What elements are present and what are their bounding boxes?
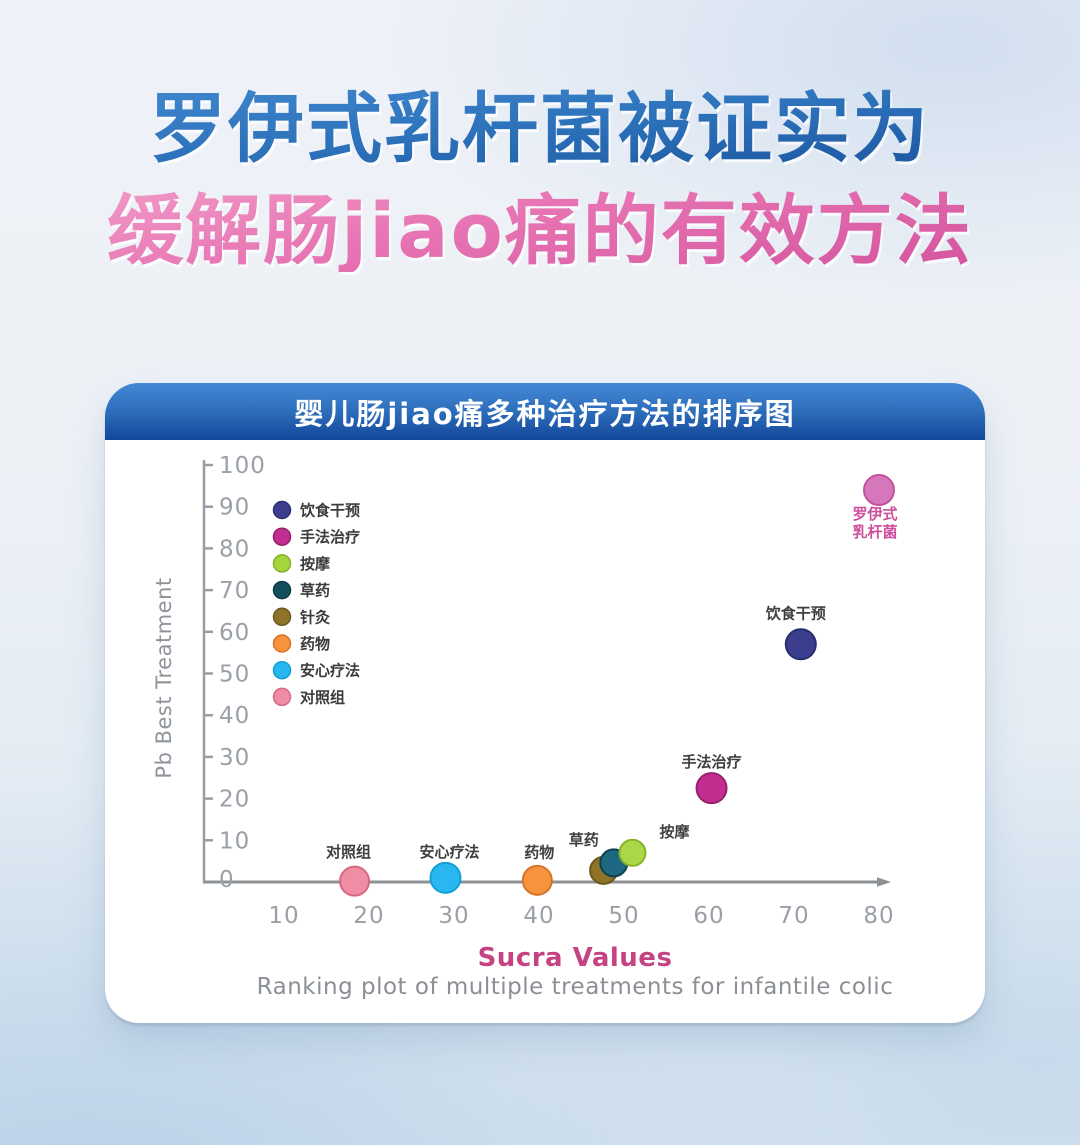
y-tick-label: 50 (219, 662, 250, 688)
y-tick-label: 30 (219, 745, 250, 771)
legend-label-dietary-intervention: 饮食干预 (299, 502, 360, 520)
point-label-l-reuteri: 罗伊式 (852, 505, 897, 523)
legend-dot-manual-therapy (272, 527, 292, 546)
y-tick-label: 60 (219, 620, 250, 646)
point-label-dietary-intervention: 饮食干预 (765, 604, 826, 622)
point-manual-therapy (695, 772, 728, 805)
point-label-l-reuteri: 乳杆菌 (852, 523, 897, 541)
legend-label-massage: 按摩 (300, 555, 331, 573)
x-tick-label: 10 (268, 903, 299, 929)
legend-label-control: 对照组 (300, 688, 345, 706)
point-label-medication: 药物 (524, 843, 554, 861)
chart-card-header: 婴儿肠jiao痛多种治疗方法的排序图 (105, 383, 985, 440)
ranking-scatter-chart: 0 10 20 30 40 50 60 70 80 90 100 10 20 30 40 50 60 70 80 Pb… (152, 453, 898, 1000)
x-tick-label: 40 (523, 903, 554, 929)
point-dietary-intervention (784, 628, 817, 661)
hero-title-line-1: 罗伊式乳杆菌被证实为 (0, 87, 1080, 170)
legend-dot-reassurance (272, 660, 292, 680)
chart-title: 婴儿肠jiao痛多种治疗方法的排序图 (294, 396, 796, 431)
chart-card: 婴儿肠jiao痛多种治疗方法的排序图 0 10 20 30 40 50 60 70 80 90 10… (105, 383, 985, 1023)
x-tick-label: 60 (693, 903, 724, 929)
point-control (339, 865, 371, 897)
x-tick-label: 20 (353, 903, 384, 929)
y-tick-label: 90 (219, 495, 250, 521)
point-label-reassurance: 安心疗法 (419, 843, 479, 861)
y-tick-label: 100 (219, 453, 266, 479)
legend-label-herbal: 草药 (300, 582, 330, 600)
legend-dot-acupuncture (272, 607, 292, 627)
point-label-massage: 按摩 (659, 823, 690, 841)
y-axis-title: Pb Best Treatment (152, 577, 176, 778)
y-tick-label: 40 (219, 703, 250, 729)
point-label-manual-therapy: 手法治疗 (682, 753, 742, 771)
legend-dot-massage (272, 554, 292, 573)
legend-label-medication: 药物 (300, 635, 330, 653)
point-massage (618, 838, 647, 867)
legend-dot-control (272, 687, 292, 707)
hero-title-line-2: 缓解肠jiao痛的有效方法 (0, 189, 1080, 272)
point-medication (521, 864, 553, 896)
y-tick-label: 10 (219, 828, 250, 854)
legend-dot-medication (272, 634, 292, 653)
point-reassurance (429, 861, 462, 894)
y-tick-label: 80 (219, 536, 250, 562)
legend-label-acupuncture: 针灸 (300, 608, 330, 626)
x-tick-label: 50 (608, 903, 639, 929)
x-axis-subtitle: Ranking plot of multiple treatments for … (257, 974, 894, 1000)
legend-dot-dietary-intervention (272, 500, 292, 520)
y-tick-label: 0 (219, 867, 235, 893)
x-tick-label: 30 (438, 903, 469, 929)
legend-label-reassurance: 安心疗法 (300, 662, 360, 680)
x-tick-label: 70 (778, 903, 809, 929)
x-tick-label: 80 (863, 903, 894, 929)
x-axis-title: Sucra Values (478, 943, 673, 973)
y-tick-label: 70 (219, 578, 250, 604)
point-l-reuteri (863, 474, 895, 507)
chart-area: 0 10 20 30 40 50 60 70 80 90 100 10 20 30 40 50 60 70 80 Pb… (105, 440, 985, 1023)
legend-label-manual-therapy: 手法治疗 (300, 528, 360, 546)
y-tick-label: 20 (219, 787, 250, 813)
x-axis-arrow-icon (877, 877, 891, 887)
legend-dot-herbal (272, 580, 292, 600)
point-label-herbal: 草药 (569, 831, 599, 849)
point-label-control: 对照组 (326, 843, 371, 861)
